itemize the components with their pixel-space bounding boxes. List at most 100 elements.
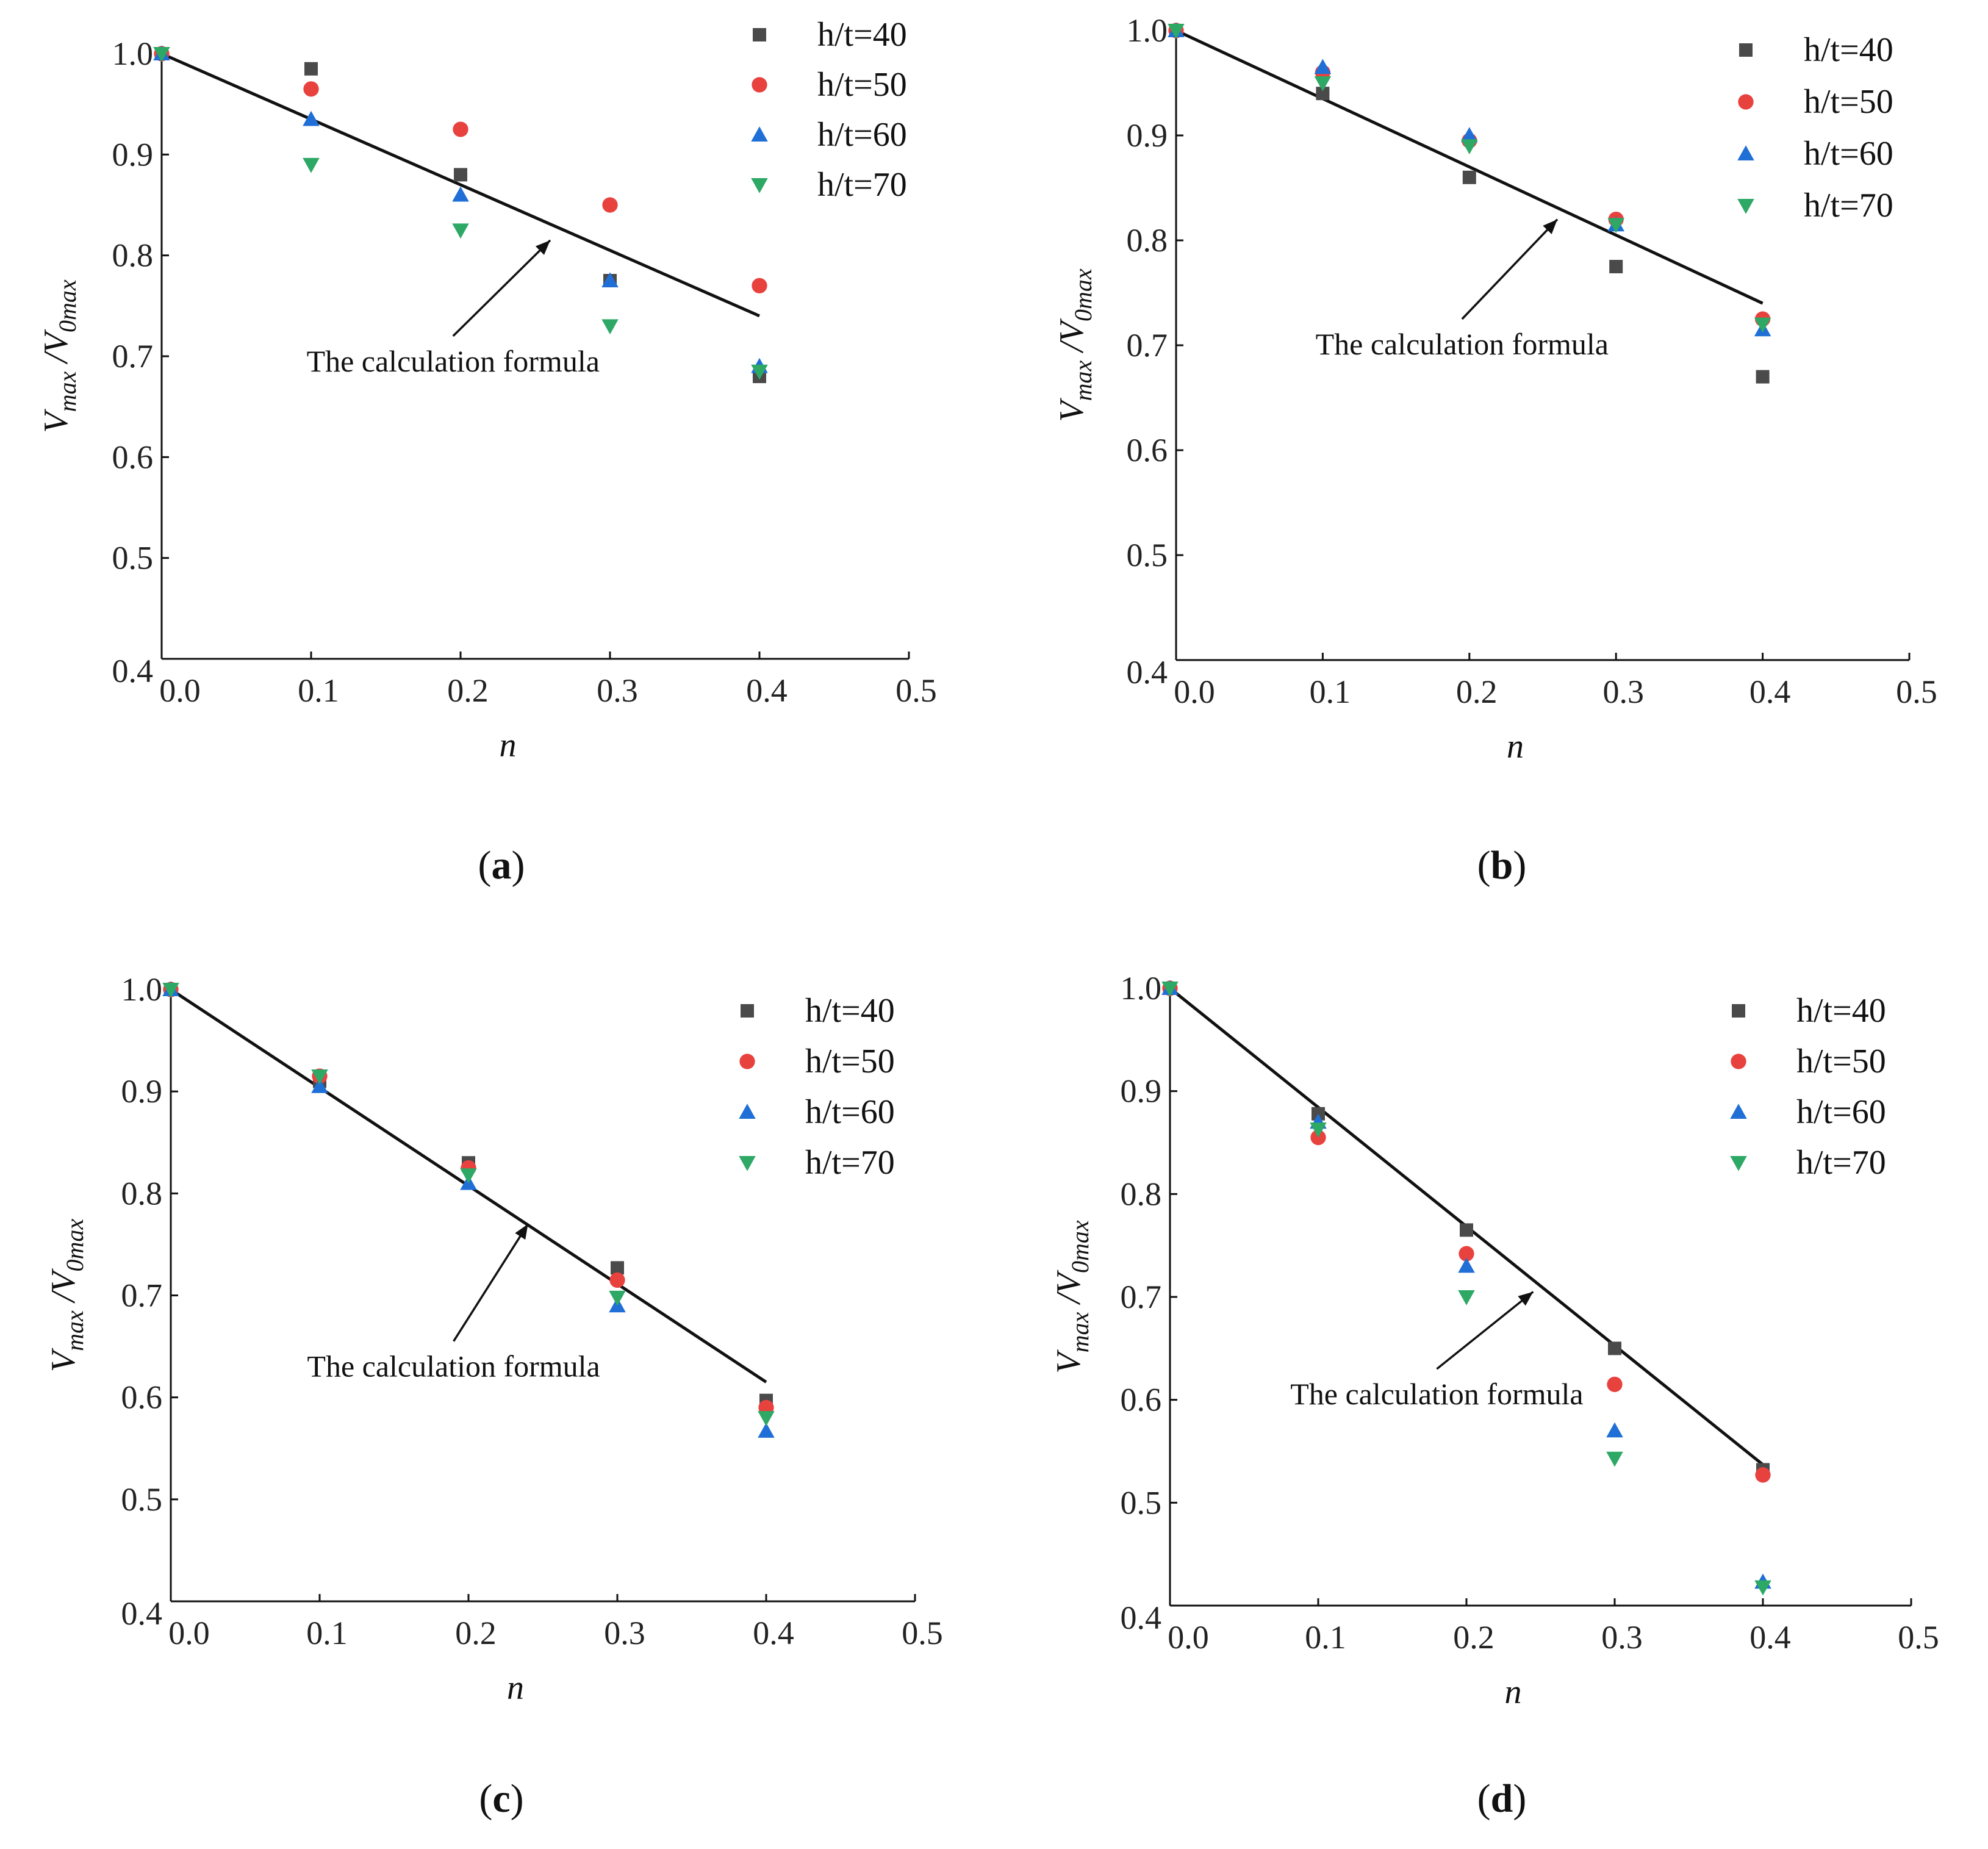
y-tick-label: 0.5: [112, 540, 154, 576]
y-tick-label: 0.7: [121, 1277, 163, 1314]
legend-marker: [751, 178, 768, 193]
data-point: [1168, 24, 1185, 39]
legend-marker: [739, 1054, 755, 1069]
y-label-sub-max: max: [54, 372, 81, 412]
legend-label: h/t=40: [805, 992, 895, 1030]
annotation-arrow: [453, 1223, 529, 1342]
legend-marker: [1730, 1104, 1747, 1119]
data-point: [311, 1078, 328, 1093]
y-label-separator: /: [45, 1290, 82, 1310]
data-point: [311, 1069, 328, 1085]
panel-caption-letter: a: [492, 843, 512, 888]
data-point: [609, 1290, 626, 1306]
legend-marker: [1739, 43, 1753, 57]
data-point: [1458, 1257, 1475, 1273]
series-h-t-70: [153, 47, 768, 380]
y-label-sub-max: max: [1069, 361, 1097, 401]
legend-marker: [741, 1004, 754, 1018]
panel-b: 0.0 0.1 0.2 0.3 0.4 0.5 0.4 0.5 0.6 0.7 0.8 0.9 1.0 n…: [1053, 12, 1937, 888]
y-label-separator: /: [37, 351, 75, 372]
x-tick-label: 0.0: [1174, 673, 1215, 710]
x-tick-label: 0.0: [168, 1615, 210, 1651]
data-point: [162, 983, 179, 998]
panel-c: 0.0 0.1 0.2 0.3 0.4 0.5 0.4 0.5 0.6 0.7 0.8 0.9 1.0 n…: [45, 971, 943, 1821]
legend-label: h/t=50: [1804, 83, 1893, 121]
data-point: [611, 1261, 624, 1275]
data-point: [454, 168, 467, 182]
y-tick-label: 0.9: [121, 1073, 163, 1110]
annotation-label: The calculation formula: [1316, 327, 1609, 361]
legend-label: h/t=70: [817, 166, 907, 204]
y-tick-label: 0.9: [112, 136, 154, 173]
data-point: [1756, 370, 1770, 384]
y-label-sub-max: max: [1066, 1312, 1094, 1353]
annotation-arrowhead: [1543, 219, 1558, 234]
x-tick-label: 0.2: [1453, 1619, 1495, 1656]
data-point: [1161, 982, 1179, 997]
y-tick-label: 0.5: [1127, 537, 1168, 573]
y-tick-label: 0.8: [112, 237, 154, 274]
data-point: [601, 272, 619, 287]
y-tick-label: 0.6: [121, 1379, 163, 1416]
legend-label: h/t=70: [1804, 187, 1893, 224]
y-tick-label: 1.0: [1127, 12, 1168, 49]
y-label-base: V: [37, 409, 75, 433]
data-point: [1607, 218, 1624, 233]
legend-marker: [1738, 94, 1754, 110]
panel-caption: (d): [1477, 1776, 1527, 1821]
y-axis-label: Vmax /V0max: [1050, 1220, 1094, 1374]
y-tick-label: 1.0: [112, 35, 154, 72]
legend-marker: [1737, 199, 1754, 214]
x-tick-label: 0.4: [1749, 673, 1791, 710]
legend-label: h/t=40: [1796, 992, 1886, 1030]
annotation-arrowhead: [515, 1224, 528, 1240]
data-point: [1460, 1223, 1473, 1237]
y-label-base: V: [1053, 398, 1091, 422]
series-h-t-70: [162, 983, 775, 1426]
annotation-label: The calculation formula: [307, 1349, 600, 1384]
legend-label: h/t=40: [817, 16, 907, 54]
x-axis-label: n: [507, 1669, 524, 1707]
data-point: [1609, 260, 1623, 273]
legend-label: h/t=60: [1796, 1093, 1886, 1131]
data-point: [153, 47, 170, 62]
legend-marker: [753, 28, 766, 41]
x-tick-label: 0.0: [1168, 1619, 1209, 1656]
panel-caption-letter: c: [492, 1776, 510, 1821]
x-tick-label: 0.5: [902, 1615, 943, 1651]
annotation-arrow: [1436, 1291, 1534, 1370]
panel-caption-letter: d: [1491, 1776, 1513, 1821]
y-tick-label: 0.4: [1127, 654, 1168, 691]
legend-label: h/t=60: [817, 116, 907, 154]
data-point: [304, 62, 318, 76]
annotation-label: The calculation formula: [307, 344, 600, 378]
x-tick-label: 0.4: [1749, 1619, 1791, 1656]
data-point: [1606, 1422, 1623, 1438]
data-point: [1754, 317, 1771, 333]
y-tick-label: 1.0: [121, 971, 163, 1008]
data-point: [460, 1168, 477, 1183]
x-tick-label: 0.3: [1601, 1619, 1643, 1656]
y-label-sub-0max: 0max: [1069, 268, 1097, 321]
x-tick-label: 0.1: [1305, 1619, 1346, 1656]
x-axis-label: n: [1505, 1673, 1522, 1711]
legend-marker: [752, 77, 767, 93]
x-tick-label: 0.3: [1602, 673, 1644, 710]
y-axis-label: Vmax /V0max: [37, 279, 81, 433]
legend-marker: [1730, 1156, 1747, 1171]
y-tick-label: 0.7: [1127, 327, 1168, 364]
data-point: [1462, 170, 1476, 184]
x-tick-label: 0.5: [1898, 1619, 1939, 1656]
series-h-t-70: [1168, 24, 1771, 333]
panel-caption-letter: b: [1491, 843, 1513, 888]
data-point: [1755, 1467, 1771, 1483]
y-tick-label: 0.9: [1121, 1073, 1162, 1110]
data-point: [602, 197, 618, 213]
x-tick-label: 0.1: [1310, 673, 1351, 710]
legend-marker: [739, 1156, 756, 1171]
y-axis-label: Vmax /V0max: [1053, 268, 1097, 422]
y-tick-label: 0.8: [1127, 222, 1168, 259]
x-axis-label: n: [1507, 728, 1524, 766]
data-point: [751, 364, 768, 380]
y-label-base: V: [45, 1348, 82, 1372]
